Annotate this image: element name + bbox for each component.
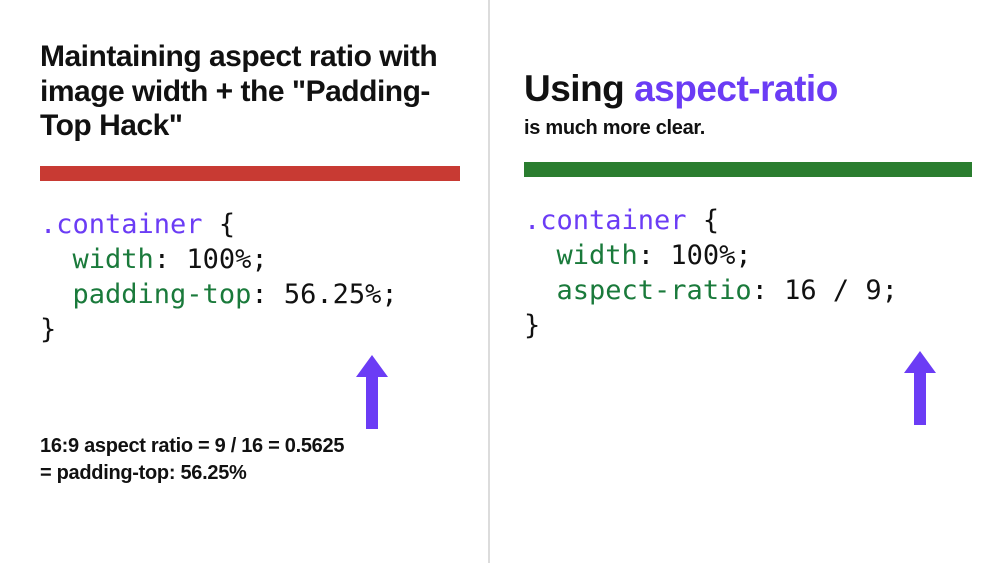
- rule-divider-right: [524, 162, 972, 177]
- code-val-width: 100%: [670, 240, 735, 271]
- rule-divider-left: [40, 166, 460, 181]
- code-block-right: .container { width: 100%; aspect-ratio: …: [524, 203, 972, 343]
- heading-left: Maintaining aspect ratio with image widt…: [40, 40, 460, 144]
- code-val-width: 100%: [186, 244, 251, 275]
- code-selector: .container: [524, 205, 687, 236]
- heading-right-plain: Using: [524, 68, 634, 109]
- code-prop-paddingtop: padding-top: [73, 279, 252, 310]
- heading-right-accent: aspect-ratio: [634, 68, 838, 109]
- calc-explanation: 16:9 aspect ratio = 9 / 16 = 0.5625 = pa…: [40, 433, 460, 487]
- code-block-left: .container { width: 100%; padding-top: 5…: [40, 207, 460, 347]
- heading-right: Using aspect-ratio: [524, 68, 972, 111]
- panel-aspect-ratio: Using aspect-ratio is much more clear. .…: [490, 0, 1000, 563]
- arrow-up-icon: [900, 351, 940, 425]
- code-prop-width: width: [73, 244, 154, 275]
- calc-line-1: 16:9 aspect ratio = 9 / 16 = 0.5625: [40, 433, 460, 460]
- arrow-up-icon: [352, 355, 392, 429]
- code-brace-open: {: [203, 209, 236, 240]
- code-val-paddingtop: 56.25%: [284, 279, 382, 310]
- code-prop-width: width: [557, 240, 638, 271]
- code-brace-close: }: [40, 314, 56, 345]
- comparison-panels: Maintaining aspect ratio with image widt…: [0, 0, 1000, 563]
- code-selector: .container: [40, 209, 203, 240]
- code-brace-open: {: [687, 205, 720, 236]
- calc-line-2: = padding-top: 56.25%: [40, 460, 460, 487]
- code-val-aspectratio: 16 / 9: [784, 275, 882, 306]
- code-brace-close: }: [524, 310, 540, 341]
- subheading-right: is much more clear.: [524, 117, 972, 140]
- panel-padding-hack: Maintaining aspect ratio with image widt…: [0, 0, 490, 563]
- code-prop-aspectratio: aspect-ratio: [557, 275, 752, 306]
